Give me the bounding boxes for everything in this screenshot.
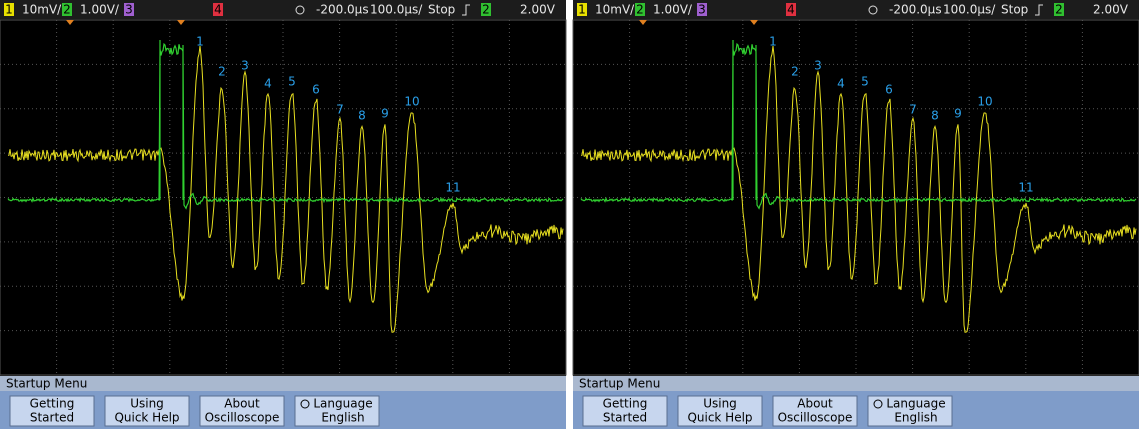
channel-number: 2 xyxy=(482,3,490,17)
peak-label: 10 xyxy=(404,95,419,109)
peak-label: 1 xyxy=(769,35,777,49)
peak-label: 11 xyxy=(445,181,460,195)
status-text: 2.00V xyxy=(520,3,556,17)
softkey-label[interactable]: Quick Help xyxy=(114,411,179,425)
softkey-label[interactable]: Oscilloscope xyxy=(205,411,280,425)
peak-label: 6 xyxy=(885,83,893,97)
menu-title: Startup Menu xyxy=(6,377,87,391)
status-text: 100.0µs/ xyxy=(370,3,423,17)
peak-label: 6 xyxy=(312,83,320,97)
peak-label: 11 xyxy=(1018,181,1033,195)
peak-label: 4 xyxy=(264,77,272,91)
peak-label: 2 xyxy=(791,65,799,79)
page: 110mV/21.00V/34-200.0µs100.0µs/Stop22.00… xyxy=(0,0,1139,429)
channel-number: 2 xyxy=(63,3,71,17)
peak-label: 7 xyxy=(909,103,917,117)
softkey-label[interactable]: Started xyxy=(30,411,74,425)
peak-label: 5 xyxy=(861,75,869,89)
peak-label: 9 xyxy=(381,107,389,121)
channel-number: 3 xyxy=(125,3,133,17)
status-text: 1.00V/ xyxy=(80,3,120,17)
status-text: Stop xyxy=(428,3,455,17)
softkey-label[interactable]: Oscilloscope xyxy=(778,411,853,425)
status-text: 1.00V/ xyxy=(653,3,693,17)
status-text: 100.0µs/ xyxy=(943,3,996,17)
status-text: 10mV/ xyxy=(22,3,62,17)
softkey-label[interactable]: Getting xyxy=(603,397,648,411)
softkey-label[interactable]: Started xyxy=(603,411,647,425)
softkey-label[interactable]: About xyxy=(797,397,833,411)
softkey-label[interactable]: Getting xyxy=(30,397,75,411)
peak-label: 7 xyxy=(336,103,344,117)
softkey-label[interactable]: English xyxy=(321,411,364,425)
status-text: 2.00V xyxy=(1093,3,1129,17)
peak-label: 1 xyxy=(196,35,204,49)
peak-label: 4 xyxy=(837,77,845,91)
peak-label: 3 xyxy=(814,59,822,73)
status-text: 10mV/ xyxy=(595,3,635,17)
peak-label: 3 xyxy=(241,59,249,73)
peak-label: 2 xyxy=(218,65,226,79)
channel-number: 2 xyxy=(1055,3,1063,17)
status-text: -200.0µs xyxy=(316,3,369,17)
channel-number: 1 xyxy=(578,3,586,17)
status-text: Stop xyxy=(1001,3,1028,17)
softkey-label[interactable]: About xyxy=(224,397,260,411)
softkey-label[interactable]: English xyxy=(894,411,937,425)
channel-number: 4 xyxy=(214,3,222,17)
softkey-label[interactable]: Using xyxy=(703,397,737,411)
peak-label: 10 xyxy=(977,95,992,109)
channel-number: 2 xyxy=(636,3,644,17)
peak-label: 5 xyxy=(288,75,296,89)
channel-number: 3 xyxy=(698,3,706,17)
menu-title: Startup Menu xyxy=(579,377,660,391)
channel-number: 4 xyxy=(787,3,795,17)
softkey-label[interactable]: Language xyxy=(313,397,372,411)
channel-number: 1 xyxy=(5,3,13,17)
peak-label: 8 xyxy=(358,109,366,123)
peak-label: 8 xyxy=(931,109,939,123)
peak-label: 9 xyxy=(954,107,962,121)
status-text: -200.0µs xyxy=(889,3,942,17)
softkey-label[interactable]: Using xyxy=(130,397,164,411)
softkey-label[interactable]: Language xyxy=(886,397,945,411)
softkey-label[interactable]: Quick Help xyxy=(687,411,752,425)
